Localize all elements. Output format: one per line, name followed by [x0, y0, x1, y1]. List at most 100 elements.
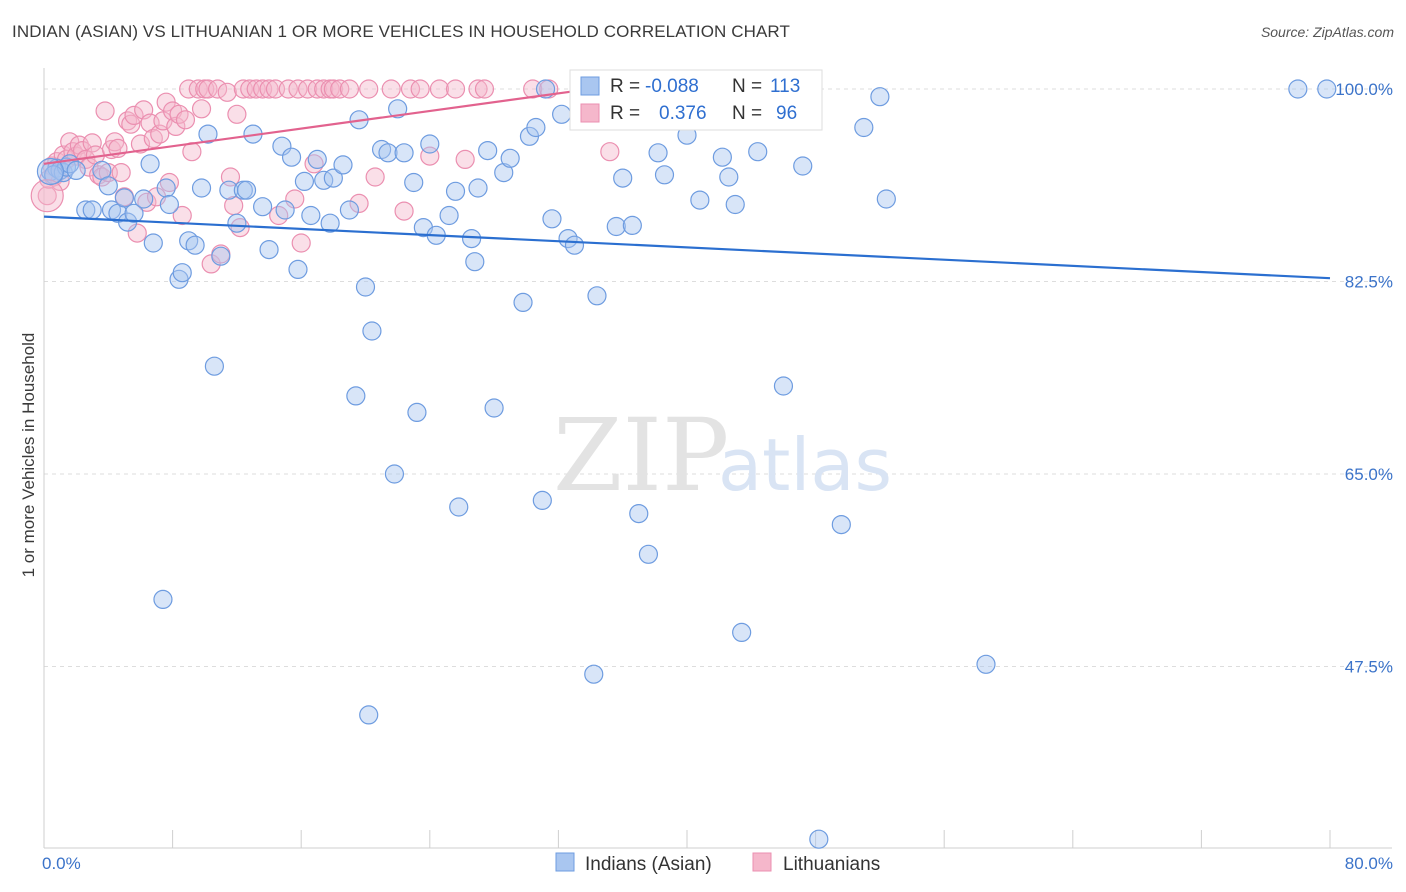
legend-r-label-2: R = [610, 103, 640, 124]
lithuanian-point [111, 163, 131, 183]
indian-point [362, 321, 382, 341]
legend-r-value-1: -0.088 [645, 76, 699, 97]
indian-point [478, 141, 498, 161]
bottom-legend-swatch-indians [555, 852, 575, 872]
indian-point [82, 200, 102, 220]
data-points [30, 79, 1337, 849]
lithuanian-point [127, 223, 147, 243]
indian-point [732, 622, 752, 643]
lithuanian-point [188, 79, 208, 99]
indian-point [564, 235, 585, 255]
lithuanian-point [474, 79, 495, 99]
indian-point [690, 190, 710, 210]
indian-point [725, 194, 745, 215]
indian-point [36, 157, 65, 186]
lithuanian-point [291, 233, 311, 253]
lithuanian-point [198, 79, 218, 99]
indian-point [613, 168, 633, 188]
lithuanian-point [400, 79, 421, 99]
indian-point [320, 213, 340, 233]
lithuanian-point [201, 254, 221, 274]
lithuanian-point [314, 79, 334, 99]
indian-point [236, 180, 257, 200]
lithuanian-point [288, 79, 308, 99]
indian-point [719, 167, 739, 187]
bottom-legend-label-lithuanians: Lithuanians [783, 854, 880, 875]
indian-point [407, 402, 427, 422]
lithuanian-point [227, 104, 247, 124]
grid-lines [44, 88, 1392, 667]
indian-point [622, 215, 642, 235]
indian-point [712, 147, 732, 167]
indian-point [870, 87, 890, 107]
indian-point [323, 168, 343, 188]
indian-point [294, 171, 315, 191]
indian-point [114, 188, 134, 208]
indian-point [143, 233, 163, 253]
indian-point [156, 178, 176, 198]
indian-point [648, 143, 668, 163]
indian-point [831, 514, 851, 535]
legend-n-value-2: 96 [776, 103, 797, 124]
source-label: Source: ZipAtlas.com [1260, 24, 1394, 40]
indian-point [98, 176, 118, 196]
indian-point [359, 705, 379, 725]
indian-point [532, 490, 552, 510]
y-tick-label: 100.0% [1335, 80, 1393, 99]
lithuanian-point [455, 149, 475, 169]
indian-point [629, 503, 649, 524]
indian-point [259, 240, 279, 260]
indian-point [281, 147, 302, 167]
indian-point [513, 292, 533, 312]
bottom-legend-swatch-lithuanians [752, 852, 772, 872]
indian-point [204, 356, 224, 376]
indian-point [468, 178, 488, 198]
indian-point [384, 464, 405, 484]
lithuanian-point [339, 79, 360, 99]
indian-point [587, 286, 607, 306]
indian-point [484, 398, 504, 418]
lithuanian-trend-line [43, 90, 575, 165]
indian-trend-line [43, 215, 1331, 280]
indian-point [542, 209, 562, 229]
indian-point [333, 155, 353, 175]
y-axis-label: 1 or more Vehicles in Household [19, 333, 38, 578]
legend-swatch-lithuanians [580, 103, 600, 123]
indian-point [976, 654, 996, 674]
indian-point [307, 149, 327, 169]
indian-point [185, 235, 205, 255]
legend-box [569, 69, 823, 131]
indian-point [253, 197, 273, 217]
lithuanian-point [137, 192, 157, 212]
lithuanian-point [468, 79, 488, 99]
indian-point [227, 213, 247, 233]
indian-point [552, 104, 572, 124]
indian-point [876, 189, 896, 209]
lithuanian-point [95, 101, 115, 121]
legend-r-value-2: 0.376 [659, 103, 707, 124]
indian-point [439, 205, 459, 226]
indian-point [1288, 79, 1308, 99]
lithuanian-point [191, 99, 212, 119]
indian-point [394, 143, 414, 163]
lithuanian-point [278, 79, 298, 99]
x-tick-label-max: 80.0% [1345, 854, 1393, 873]
lithuanian-point [285, 189, 305, 209]
lithuanian-point [330, 79, 350, 99]
indian-point [272, 136, 292, 156]
lithuanian-point [159, 172, 179, 193]
indian-point [854, 117, 874, 138]
indian-point [449, 497, 469, 517]
indian-point [211, 246, 231, 266]
lithuanian-point [259, 79, 279, 99]
legend-r-label-1: R = [610, 76, 640, 97]
lithuanian-point [365, 167, 385, 187]
watermark-atlas: atlas [718, 423, 892, 507]
indian-point [584, 664, 604, 684]
indian-point [773, 376, 794, 396]
y-tick-label: 47.5% [1345, 658, 1393, 677]
indian-point [445, 181, 466, 201]
legend-swatch-indians [580, 76, 600, 96]
lithuanian-point [394, 201, 414, 221]
lithuanian-point [179, 79, 199, 99]
